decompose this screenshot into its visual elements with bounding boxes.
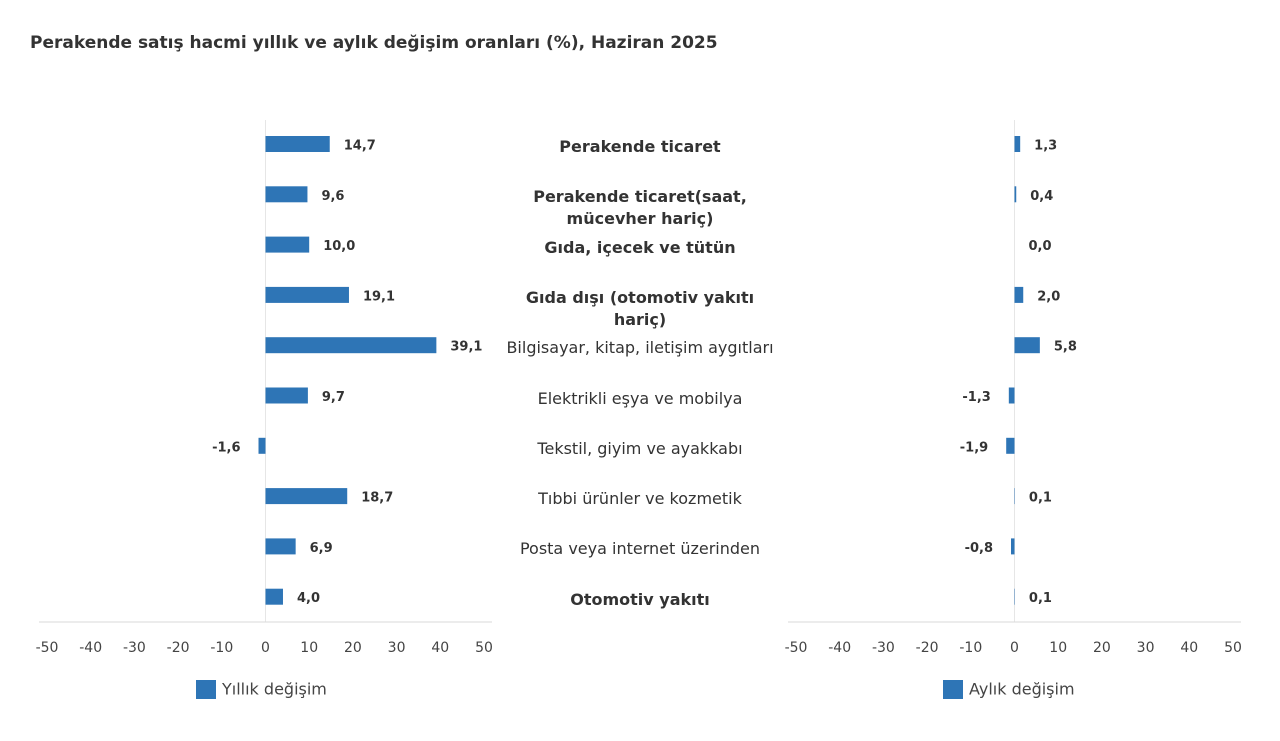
value-label: 0,0 [1029,239,1052,254]
x-tick-label: -40 [828,640,851,656]
x-tick-label: -30 [872,640,895,656]
x-tick-label: 0 [1010,640,1019,656]
value-label: 9,6 [321,189,344,204]
x-tick-label: 40 [431,640,449,656]
value-label: -1,9 [960,440,988,455]
chart-title: Perakende satış hacmi yıllık ve aylık de… [30,33,718,53]
bar [1014,186,1017,203]
bar [1014,286,1024,303]
bar [265,588,283,605]
bar [1014,136,1021,152]
bar [265,387,308,404]
legend-label: Aylık değişim [969,680,1075,699]
category-label: Perakende ticaret(saat, mücevher hariç) [533,187,747,229]
x-tick-label: -10 [210,640,233,656]
bar [265,538,296,555]
value-label: 0,1 [1029,491,1052,506]
value-label: 0,1 [1029,591,1052,606]
legend-swatch [943,680,963,699]
value-label: -1,6 [212,440,240,455]
category-label: Posta veya internet üzerinden [519,539,761,559]
category-label: Tıbbi ürünler ve kozmetik [538,489,742,509]
x-tick-label: 10 [1049,640,1067,656]
bar [1014,337,1040,354]
category-label: Bilgisayar, kitap, iletişim aygıtları [506,338,774,358]
x-tick-label: 20 [1093,640,1111,656]
value-label: 1,3 [1034,139,1057,154]
bar [265,236,310,253]
value-label: 19,1 [363,289,395,304]
value-label: 9,7 [322,390,345,405]
value-label: 10,0 [323,239,355,254]
bar [1006,437,1015,454]
value-label: 0,4 [1030,189,1053,204]
x-tick-label: -20 [916,640,939,656]
value-label: 39,1 [450,340,482,355]
bar [265,136,330,152]
value-label: 14,7 [344,139,376,154]
x-tick-label: 50 [475,640,493,656]
bar [265,488,348,505]
x-tick-label: 50 [1224,640,1242,656]
bar [258,437,266,454]
legend-label: Yıllık değişim [221,680,327,699]
x-tick-label: -20 [167,640,190,656]
x-tick-label: -50 [785,640,808,656]
bar [1008,387,1015,404]
category-label: Gıda dışı (otomotiv yakıtı hariç) [525,287,755,329]
category-label: Tekstil, giyim ve ayakkabı [537,438,743,458]
category-label: Otomotiv yakıtı [570,589,710,609]
value-label: -1,3 [962,390,990,405]
x-tick-label: 20 [344,640,362,656]
x-tick-label: 10 [300,640,318,656]
category-label: Perakende ticaret [559,137,721,156]
x-tick-label: -40 [79,640,102,656]
bar [265,337,437,354]
value-label: 5,8 [1054,340,1077,355]
bar [265,286,349,303]
bar [1011,538,1015,555]
value-label: 4,0 [297,591,320,606]
value-label: 6,9 [310,541,333,556]
x-tick-label: 30 [1137,640,1155,656]
x-tick-label: -30 [123,640,146,656]
category-label: Elektrikli eşya ve mobilya [537,388,743,408]
category-label: Gıda, içecek ve tütün [544,237,736,257]
bar [265,186,308,203]
x-tick-label: 0 [261,640,270,656]
value-label: 18,7 [361,491,393,506]
x-tick-label: 40 [1180,640,1198,656]
legend-swatch [196,680,216,699]
x-tick-label: 30 [388,640,406,656]
value-label: -0,8 [965,541,993,556]
x-tick-label: -10 [959,640,982,656]
value-label: 2,0 [1037,289,1060,304]
x-tick-label: -50 [36,640,59,656]
